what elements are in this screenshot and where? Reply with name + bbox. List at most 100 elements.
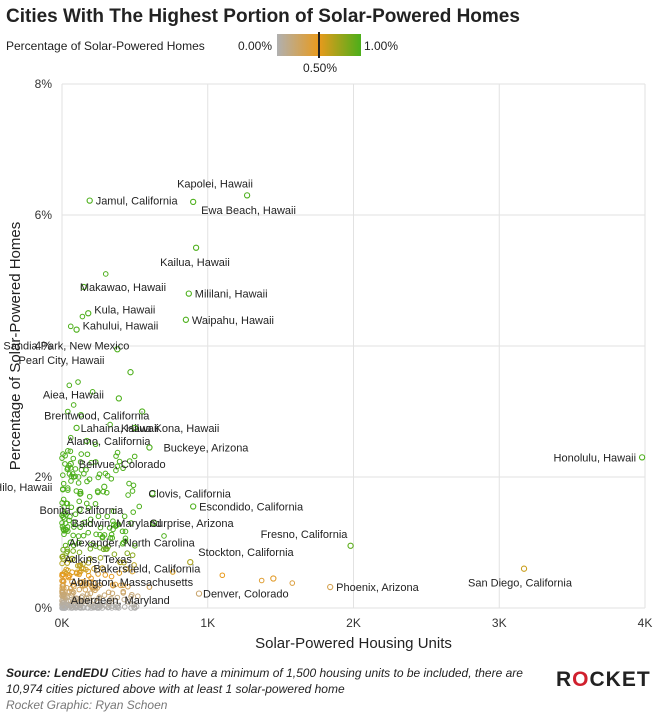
labeled-point bbox=[192, 244, 200, 251]
cluster-point bbox=[59, 455, 65, 461]
cluster-point bbox=[102, 470, 109, 477]
point-label: Alexander, North Carolina bbox=[69, 538, 196, 550]
labeled-point bbox=[115, 395, 122, 402]
cluster-point bbox=[80, 532, 87, 539]
cluster-point bbox=[86, 601, 93, 608]
labeled-point bbox=[69, 578, 76, 585]
cluster-point bbox=[108, 595, 114, 602]
cluster-point bbox=[70, 532, 76, 539]
y-tick-label: 0% bbox=[35, 601, 53, 615]
cluster-point bbox=[125, 583, 131, 590]
cluster-point bbox=[125, 599, 132, 605]
cluster-point bbox=[126, 458, 133, 464]
x-tick-label: 2K bbox=[346, 616, 361, 630]
labeled-point bbox=[69, 555, 76, 563]
cluster-point bbox=[120, 582, 126, 589]
cluster-point bbox=[70, 455, 77, 462]
data-point bbox=[65, 448, 71, 454]
point-label: Abington, Massachusetts bbox=[70, 577, 193, 589]
y-tick-label: 8% bbox=[35, 77, 53, 91]
labeled-point bbox=[195, 590, 203, 597]
data-point bbox=[136, 503, 143, 510]
point-label: Sandia Park, New Mexico bbox=[3, 340, 129, 352]
cluster-point bbox=[73, 488, 80, 494]
cluster-point bbox=[64, 485, 71, 491]
cluster-point bbox=[78, 467, 85, 473]
footer-note: Source: LendEDU Cities had to have a min… bbox=[6, 665, 526, 697]
cluster-point bbox=[92, 459, 99, 465]
cluster-point bbox=[77, 490, 84, 497]
cluster-point bbox=[131, 601, 138, 608]
labeled-point bbox=[149, 490, 156, 497]
cluster-point bbox=[81, 519, 87, 526]
data-point bbox=[132, 542, 138, 549]
legend-label: Percentage of Solar-Powered Homes bbox=[6, 39, 205, 53]
cluster-point bbox=[121, 559, 127, 566]
point-label: Bellvue, Colorado bbox=[79, 459, 166, 471]
cluster-point bbox=[78, 565, 85, 572]
labeled-point bbox=[86, 197, 93, 204]
cluster-point bbox=[91, 597, 98, 604]
cluster-point bbox=[82, 598, 89, 605]
data-point bbox=[81, 470, 87, 477]
cluster-point bbox=[92, 543, 99, 549]
cluster-point bbox=[87, 521, 93, 527]
cluster-point bbox=[86, 476, 93, 482]
data-point bbox=[70, 474, 77, 480]
cluster-point bbox=[85, 568, 91, 575]
cluster-point bbox=[67, 448, 74, 455]
labeled-point bbox=[243, 192, 251, 199]
labeled-point bbox=[85, 310, 92, 317]
cluster-point bbox=[85, 504, 92, 511]
cluster-point bbox=[64, 560, 71, 566]
cluster-point bbox=[123, 566, 129, 572]
cluster-point bbox=[109, 582, 116, 588]
cluster-point bbox=[103, 489, 110, 496]
data-point bbox=[64, 546, 70, 552]
data-point bbox=[97, 582, 103, 588]
data-point bbox=[75, 379, 81, 385]
cluster-point bbox=[117, 582, 124, 589]
cluster-point bbox=[60, 592, 66, 599]
x-tick-label: 1K bbox=[200, 616, 215, 630]
x-axis-title: Solar-Powered Housing Units bbox=[255, 635, 452, 652]
scatter-chart: 0K 1K 2K 3K 4K 0% 2% 4% 6% 8% Kapolei, Hawaii Ewa B… bbox=[0, 77, 653, 652]
labeled-point bbox=[182, 316, 190, 323]
cluster-point bbox=[110, 518, 116, 524]
cluster-point bbox=[71, 524, 77, 530]
point-label: Kailua, Hawaii bbox=[160, 257, 230, 269]
point-label: Bonita, California bbox=[39, 505, 124, 517]
cluster-point bbox=[109, 535, 116, 541]
cluster-point bbox=[92, 587, 98, 594]
data-point bbox=[62, 526, 69, 533]
data-point bbox=[219, 572, 226, 579]
labeled-point bbox=[76, 506, 83, 513]
data-point bbox=[134, 593, 141, 600]
cluster-point bbox=[121, 596, 128, 603]
cluster-point bbox=[104, 513, 111, 520]
data-point bbox=[102, 546, 109, 552]
cluster-point bbox=[131, 453, 138, 460]
x-tick-label: 4K bbox=[638, 616, 653, 630]
cluster-point bbox=[70, 548, 76, 554]
data-point bbox=[85, 529, 92, 536]
cluster-point bbox=[116, 570, 123, 576]
point-label: Kahului, Hawaii bbox=[83, 321, 159, 333]
cluster-point bbox=[68, 504, 75, 511]
labeled-point bbox=[70, 519, 77, 526]
cluster-point bbox=[60, 526, 66, 532]
cluster-point bbox=[87, 590, 94, 597]
labeled-point bbox=[327, 583, 334, 591]
legend-mid-marker bbox=[318, 32, 320, 58]
data-point bbox=[65, 408, 71, 415]
cluster-point bbox=[77, 568, 84, 575]
data-point bbox=[62, 569, 68, 575]
labeled-point bbox=[520, 565, 528, 572]
point-label: Waipahu, Hawaii bbox=[192, 315, 274, 327]
cluster-point bbox=[120, 465, 126, 472]
cluster-point bbox=[60, 578, 66, 585]
cluster-point bbox=[108, 531, 115, 538]
cluster-point bbox=[87, 545, 94, 552]
cluster-point bbox=[131, 604, 137, 611]
cluster-point bbox=[119, 528, 126, 535]
